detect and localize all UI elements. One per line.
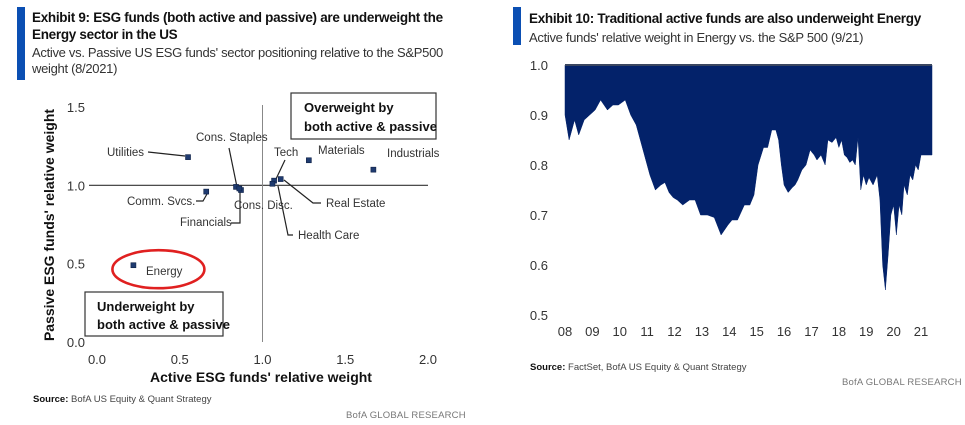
energy-highlight-ring <box>111 248 206 290</box>
scatter-point-comm-svcs <box>203 188 210 195</box>
point-label: Materials <box>318 145 365 157</box>
exhibit-9-brand: BofA GLOBAL RESEARCH <box>346 410 466 421</box>
exhibit-9-source: Source: BofA US Equity & Quant Strategy <box>33 394 211 405</box>
exhibit-10-brand: BofA GLOBAL RESEARCH <box>842 377 962 388</box>
y-tick-label: 0.7 <box>530 208 548 223</box>
exhibit-10-source: Source: FactSet, BofA US Equity & Quant … <box>530 362 747 373</box>
point-label: Tech <box>274 147 298 159</box>
overweight-annotation-box <box>290 92 437 140</box>
scatter-point-energy <box>130 262 137 269</box>
point-label: Cons. Disc. <box>234 200 293 212</box>
point-label: Real Estate <box>326 198 385 210</box>
y-axis-title: Passive ESG funds' relative weight <box>41 109 57 341</box>
y-tick-label: 1.5 <box>67 100 85 115</box>
x-tick-label: 19 <box>859 324 873 339</box>
point-label: Financials <box>180 217 232 229</box>
energy-relative-weight-area <box>564 64 933 291</box>
scatter-point-industrials <box>370 166 377 173</box>
exhibit-9-accent-bar <box>17 7 25 80</box>
leader-line <box>196 193 208 202</box>
x-tick-label: 13 <box>695 324 709 339</box>
x-tick-label: 16 <box>777 324 791 339</box>
x-tick-label: 1.0 <box>253 352 271 367</box>
point-label: Utilities <box>107 147 144 159</box>
exhibit-9-subtitle-line2: weight (8/2021) <box>32 61 118 76</box>
x-axis-title: Active ESG funds' relative weight <box>150 369 372 385</box>
source-label: Source: <box>33 394 69 405</box>
x-tick-label: 2.0 <box>419 352 437 367</box>
source-text: FactSet, BofA US Equity & Quant Strategy <box>568 362 747 373</box>
x-tick-label: 10 <box>613 324 627 339</box>
leader-line <box>277 185 293 236</box>
y-tick-label: 0.6 <box>530 258 548 273</box>
y-tick-label: 1.0 <box>67 178 85 193</box>
point-label: Industrials <box>387 148 440 160</box>
x-tick-label: 17 <box>804 324 818 339</box>
y-tick-label: 0.5 <box>67 257 85 272</box>
leader-line <box>231 190 241 224</box>
scatter-point-cons-disc <box>236 185 243 192</box>
exhibit-10-title: Exhibit 10: Traditional active funds are… <box>529 11 921 26</box>
exhibit-9-scatter-chart: 0.0 0.5 1.0 1.5 0.0 0.5 1.0 1.5 2.0 Active ESG fu… <box>41 92 440 385</box>
overweight-annotation-line1: Overweight by <box>304 100 394 115</box>
point-label: Health Care <box>298 230 359 242</box>
exhibit-10-area-chart: 0.5 0.6 0.7 0.8 0.9 1.0 08 09 10 11 12 13 14 15 16 17 18… <box>530 58 933 339</box>
x-tick-label: 21 <box>914 324 928 339</box>
exhibit-9-title-line2: Energy sector in the US <box>32 27 178 42</box>
scatter-point-utilities <box>185 154 191 160</box>
point-label: Cons. Staples <box>196 132 268 144</box>
underweight-annotation-line2: both active & passive <box>97 317 230 332</box>
y-tick-label: 0.5 <box>530 308 548 323</box>
point-label: Comm. Svcs. <box>127 196 195 208</box>
exhibit-9-subtitle-line1: Active vs. Passive US ESG funds' sector … <box>32 45 443 60</box>
exhibit-10-subtitle: Active funds' relative weight in Energy … <box>529 30 864 45</box>
leader-line <box>275 159 286 180</box>
point-label: Energy <box>146 266 183 278</box>
x-tick-label: 1.5 <box>336 352 354 367</box>
exhibit-10-accent-bar <box>513 7 521 45</box>
source-text: BofA US Equity & Quant Strategy <box>71 394 212 405</box>
y-tick-label: 0.9 <box>530 108 548 123</box>
source-label: Source: <box>530 362 566 373</box>
x-tick-label: 0.5 <box>171 352 189 367</box>
x-tick-label: 15 <box>749 324 763 339</box>
x-tick-label: 11 <box>640 324 654 339</box>
underweight-annotation-box <box>84 291 224 337</box>
scatter-point-materials <box>306 157 312 164</box>
scatter-point-real-estate <box>277 176 284 182</box>
underweight-annotation-line1: Underweight by <box>97 299 195 314</box>
leader-line <box>228 147 238 188</box>
x-tick-label: 0.0 <box>88 352 106 367</box>
x-tick-label: 14 <box>722 324 736 339</box>
exhibit-9-title-line1: Exhibit 9: ESG funds (both active and pa… <box>32 10 443 25</box>
leader-line <box>147 151 186 157</box>
x-tick-label: 08 <box>558 324 572 339</box>
x-tick-label: 12 <box>667 324 681 339</box>
x-tick-label: 18 <box>832 324 846 339</box>
leader-line <box>283 179 321 204</box>
y-tick-label: 0.0 <box>67 335 85 350</box>
exhibit-9-panel: Exhibit 9: ESG funds (both active and pa… <box>0 0 480 425</box>
x-tick-label: 09 <box>585 324 599 339</box>
exhibit-10-panel: Exhibit 10: Traditional active funds are… <box>480 0 965 425</box>
overweight-annotation-line2: both active & passive <box>304 119 437 134</box>
x-tick-label: 20 <box>886 324 900 339</box>
scatter-point-health-care <box>269 180 276 187</box>
y-tick-label: 0.8 <box>530 158 548 173</box>
y-tick-label: 1.0 <box>530 58 548 73</box>
